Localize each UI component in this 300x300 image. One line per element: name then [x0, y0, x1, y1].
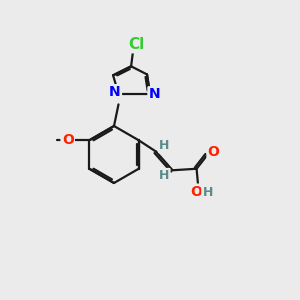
Text: N: N: [149, 88, 160, 101]
Text: N: N: [109, 85, 121, 99]
Text: H: H: [202, 186, 213, 199]
Text: O: O: [62, 133, 74, 147]
Text: Cl: Cl: [128, 37, 144, 52]
Text: O: O: [208, 145, 220, 159]
Text: H: H: [159, 169, 169, 182]
Text: O: O: [190, 185, 202, 199]
Text: H: H: [159, 139, 170, 152]
